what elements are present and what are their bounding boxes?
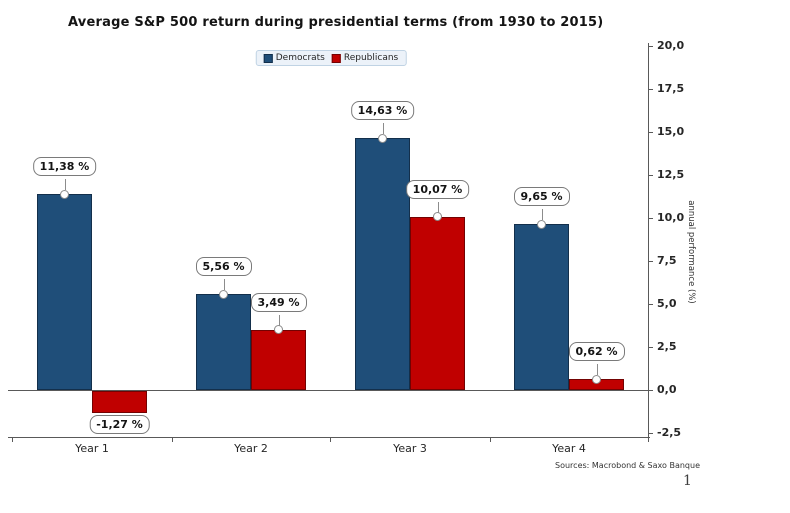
callout-marker-circle	[60, 189, 69, 199]
y-axis-title: annual performance (%)	[686, 200, 696, 304]
y-tick-label: 10,0	[657, 211, 685, 224]
y-axis-tick	[648, 347, 653, 348]
y-axis-line	[648, 43, 649, 437]
callout-connector	[596, 364, 598, 376]
democrats-swatch-icon	[263, 53, 273, 63]
bar-democrats-year-1	[37, 194, 92, 390]
callout-connector	[541, 209, 543, 221]
callout-marker-circle	[274, 325, 283, 335]
data-label-democrats-year-3: 14,63 %	[350, 101, 415, 121]
y-tick-label: 2,5	[657, 340, 677, 353]
x-category-label: Year 3	[393, 442, 427, 455]
callout-marker-circle	[378, 133, 387, 143]
data-label-democrats-year-2: 5,56 %	[195, 257, 252, 277]
data-label-republicans-year-4: 0,62 %	[568, 342, 625, 362]
chart-title: Average S&P 500 return during presidenti…	[68, 15, 604, 30]
legend-item-democrats: Democrats	[263, 53, 325, 63]
y-tick-label: 20,0	[657, 39, 685, 52]
legend-item-republicans: Republicans	[331, 53, 399, 63]
y-axis-tick	[648, 175, 653, 176]
x-category-label: Year 4	[552, 442, 586, 455]
data-label-democrats-year-1: 11,38 %	[32, 157, 97, 177]
data-label-republicans-year-2: 3,49 %	[250, 292, 307, 312]
legend: Democrats Republicans	[255, 50, 407, 66]
y-axis-tick	[648, 89, 653, 90]
bar-republicans-year-3	[410, 216, 465, 390]
y-tick-label: 7,5	[657, 254, 677, 267]
y-tick-label: 12,5	[657, 168, 685, 181]
legend-label-democrats: Democrats	[275, 53, 325, 63]
callout-connector	[223, 279, 225, 291]
y-tick-label: -2,5	[657, 426, 682, 439]
callout-connector	[437, 201, 439, 213]
zero-line	[8, 390, 648, 391]
page-number: 1	[683, 473, 692, 489]
y-axis-tick	[648, 46, 653, 47]
y-axis-tick	[648, 304, 653, 305]
source-note: Sources: Macrobond & Saxo Banque	[555, 461, 700, 470]
data-label-democrats-year-4: 9,65 %	[513, 187, 570, 207]
y-axis-tick	[648, 433, 653, 434]
x-category-label: Year 1	[75, 442, 109, 455]
republicans-swatch-icon	[331, 53, 341, 63]
bar-republicans-year-1	[92, 391, 147, 413]
x-axis-line	[8, 437, 650, 438]
x-category-label: Year 2	[234, 442, 268, 455]
callout-connector	[382, 123, 384, 135]
bar-republicans-year-2	[251, 329, 306, 390]
data-label-republicans-year-3: 10,07 %	[405, 179, 470, 199]
callout-marker-circle	[219, 289, 228, 299]
y-axis-tick	[648, 261, 653, 262]
y-axis-tick	[648, 218, 653, 219]
legend-label-republicans: Republicans	[343, 53, 399, 63]
callout-connector	[64, 179, 66, 191]
x-axis-tick	[490, 437, 491, 442]
callout-marker-circle	[537, 219, 546, 229]
bar-democrats-year-3	[355, 138, 410, 390]
x-axis-tick	[330, 437, 331, 442]
bar-democrats-year-2	[196, 294, 251, 390]
data-label-republicans-year-1: -1,27 %	[89, 414, 150, 434]
bar-democrats-year-4	[514, 224, 569, 390]
y-axis-tick	[648, 132, 653, 133]
callout-connector	[278, 314, 280, 326]
y-tick-label: 15,0	[657, 125, 685, 138]
y-tick-label: 0,0	[657, 383, 677, 396]
callout-marker-circle	[433, 212, 442, 222]
callout-marker-circle	[592, 374, 601, 384]
y-axis-tick	[648, 390, 653, 391]
x-axis-tick	[12, 437, 13, 442]
y-tick-label: 17,5	[657, 82, 685, 95]
y-tick-label: 5,0	[657, 297, 677, 310]
x-axis-tick	[172, 437, 173, 442]
x-axis-tick	[648, 437, 649, 442]
